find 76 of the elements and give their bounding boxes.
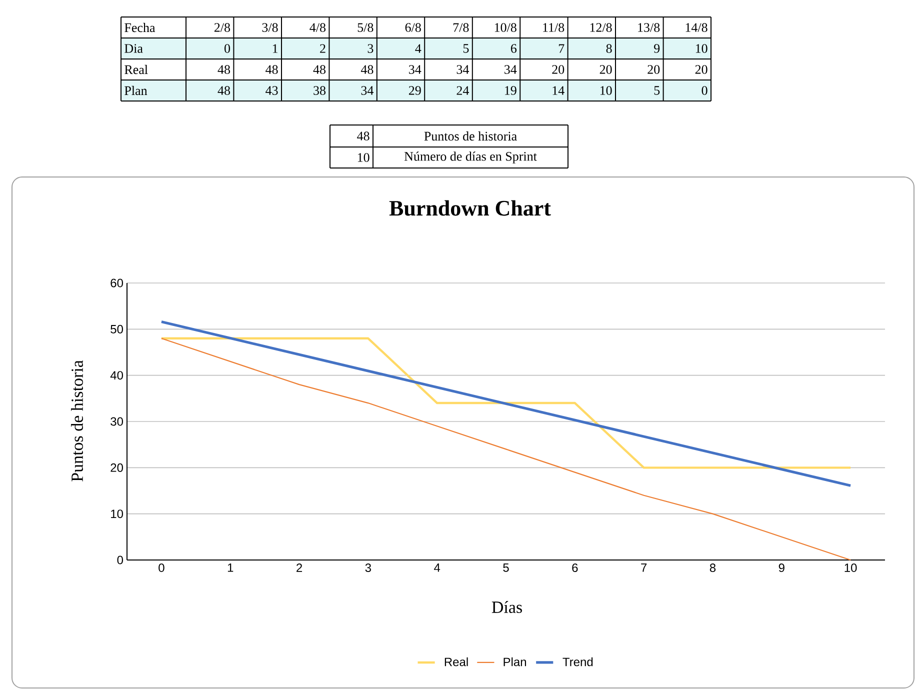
text: 34 bbox=[504, 65, 517, 74]
legend-label: Trend bbox=[562, 657, 593, 666]
x-tick-label: 10 bbox=[844, 564, 857, 572]
text: Número de días en Sprint bbox=[404, 152, 537, 164]
y-tick-label: 0 bbox=[117, 556, 124, 564]
text: 5 bbox=[654, 86, 660, 95]
text: 20 bbox=[648, 65, 660, 74]
text: 48 bbox=[357, 132, 370, 140]
legend-label: Plan bbox=[504, 657, 526, 666]
y-tick-label: 60 bbox=[110, 278, 124, 288]
text: 34 bbox=[409, 65, 422, 74]
text: 10 bbox=[358, 153, 370, 162]
text: Dia bbox=[124, 44, 143, 53]
text: 48 bbox=[218, 86, 230, 95]
text: 20 bbox=[552, 65, 564, 74]
x-tick-label: 5 bbox=[503, 564, 509, 572]
text: 48 bbox=[313, 65, 326, 74]
text: 0 bbox=[224, 44, 230, 53]
y-tick-label: 20 bbox=[110, 463, 124, 472]
text: 5 bbox=[463, 44, 469, 53]
text: 2/8 bbox=[214, 23, 230, 32]
text: 0 bbox=[702, 86, 708, 95]
text: Puntos de historia bbox=[424, 131, 517, 141]
text: 4/8 bbox=[310, 23, 326, 32]
text: 1 bbox=[272, 44, 278, 53]
text: 14 bbox=[552, 86, 564, 95]
text: 38 bbox=[314, 86, 326, 95]
x-tick-label: 6 bbox=[572, 564, 578, 572]
legend-label: Real bbox=[444, 657, 468, 666]
x-tick-label: 8 bbox=[710, 564, 716, 572]
text: 10 bbox=[696, 44, 708, 53]
text: 9 bbox=[654, 44, 660, 53]
x-tick-label: 0 bbox=[158, 564, 164, 572]
x-tick-label: 1 bbox=[228, 564, 234, 572]
text: 11/8 bbox=[543, 23, 564, 32]
text: 43 bbox=[266, 86, 278, 95]
text: 34 bbox=[456, 65, 470, 74]
y-tick-label: 40 bbox=[110, 371, 124, 380]
text: 3/8 bbox=[262, 23, 278, 32]
y-tick-label: 10 bbox=[111, 510, 124, 518]
x-axis-title: Días bbox=[492, 600, 522, 613]
x-tick-label: 3 bbox=[365, 564, 371, 572]
text: 48 bbox=[218, 65, 230, 74]
y-axis-title: Puntos de historia bbox=[71, 360, 83, 482]
text: 7/8 bbox=[453, 23, 469, 32]
y-tick-label: 50 bbox=[110, 324, 124, 334]
x-tick-label: 2 bbox=[296, 564, 302, 572]
text: Plan bbox=[124, 86, 148, 96]
text: 10 bbox=[600, 86, 612, 95]
text: 8 bbox=[606, 44, 612, 53]
text: 4 bbox=[415, 44, 422, 53]
x-tick-label: 7 bbox=[641, 564, 647, 572]
text: 20 bbox=[600, 65, 612, 74]
text: 20 bbox=[695, 65, 708, 74]
text: 13/8 bbox=[638, 23, 660, 32]
text: 5/8 bbox=[358, 23, 374, 32]
text: 19 bbox=[505, 86, 516, 95]
text: 2 bbox=[320, 44, 326, 53]
text: 14/8 bbox=[686, 23, 708, 32]
text: 7 bbox=[558, 44, 564, 53]
text: Fecha bbox=[124, 22, 156, 32]
text: 24 bbox=[456, 86, 470, 95]
chart-title: Burndown Chart bbox=[389, 200, 551, 216]
text: 10/8 bbox=[494, 23, 516, 32]
text: 48 bbox=[266, 65, 278, 74]
y-tick-label: 30 bbox=[110, 417, 124, 426]
text: 34 bbox=[361, 86, 374, 95]
text: 6 bbox=[510, 44, 517, 53]
x-tick-label: 4 bbox=[434, 564, 440, 572]
text: Real bbox=[124, 64, 148, 74]
x-tick-label: 9 bbox=[778, 564, 784, 572]
text: 12/8 bbox=[590, 23, 612, 32]
text: 48 bbox=[360, 65, 374, 74]
text: 29 bbox=[408, 86, 421, 95]
text: 6/8 bbox=[405, 23, 421, 32]
text: 3 bbox=[368, 44, 374, 53]
